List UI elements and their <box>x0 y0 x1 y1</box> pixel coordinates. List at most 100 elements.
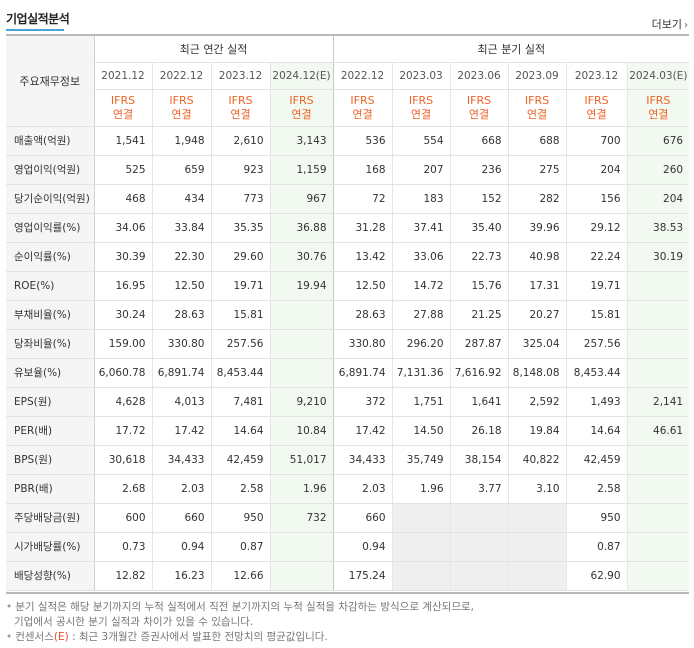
consolidated-label[interactable]: 연결 <box>112 107 134 121</box>
table-cell: 30.76 <box>269 242 334 272</box>
ifrs-label[interactable]: IFRS <box>584 93 609 107</box>
more-label[interactable]: 더보기 <box>651 18 682 31</box>
table-cell <box>507 561 567 591</box>
consolidated-label[interactable]: 연결 <box>526 107 548 121</box>
note-line-2: 기업에서 공시한 분기 실적과 차이가 있을 수 있습니다. <box>14 616 254 628</box>
table-cell: 19.84 <box>507 416 567 446</box>
table-cell: 38,154 <box>449 445 509 475</box>
consolidated-label[interactable]: 연결 <box>410 107 432 121</box>
ifrs-label[interactable]: IFRS <box>408 93 434 107</box>
ifrs-basis-link[interactable]: IFRS 연결 <box>626 89 690 127</box>
ifrs-basis-link[interactable]: IFRS 연결 <box>210 89 270 127</box>
table-cell: 22.73 <box>449 242 509 272</box>
table-row: 주당배당금(원) 600 660 950 732 660 950 <box>6 502 690 533</box>
ifrs-label[interactable]: IFRS <box>466 93 492 107</box>
more-link[interactable]: 더보기 › <box>652 16 688 32</box>
section-header: 기업실적분석 더보기 › <box>6 8 692 31</box>
table-cell <box>391 502 451 533</box>
table-cell: 10.84 <box>269 416 334 446</box>
table-cell: 950 <box>565 502 628 533</box>
row-label: EPS(원) <box>6 386 95 417</box>
ifrs-label[interactable]: IFRS <box>646 93 671 107</box>
consolidated-label[interactable]: 연결 <box>291 107 312 121</box>
table-row: PER(배) 17.72 17.42 14.64 10.84 17.42 14.50 26.1… <box>6 416 690 446</box>
row-label: PER(배) <box>6 416 95 446</box>
ifrs-label[interactable]: IFRS <box>350 93 375 107</box>
consolidated-label[interactable]: 연결 <box>468 107 490 121</box>
table-cell <box>269 358 334 388</box>
row-label: 당기순이익(억원) <box>6 184 95 214</box>
table-cell: 2.03 <box>151 474 211 504</box>
table-cell: 330.80 <box>333 329 393 359</box>
table-cell: 2.68 <box>94 474 152 504</box>
table-cell: 14.64 <box>565 416 628 446</box>
ifrs-basis-link[interactable]: IFRS 연결 <box>507 89 567 127</box>
table-row: PBR(배) 2.68 2.03 2.58 1.96 2.03 1.96 3.77 3.10 2.… <box>6 474 690 504</box>
table-cell: 29.60 <box>210 242 270 272</box>
table-cell: 0.73 <box>94 532 152 562</box>
table-cell: 28.63 <box>151 300 211 330</box>
table-cell: 17.42 <box>333 416 393 446</box>
table-row: EPS(원) 4,628 4,013 7,481 9,210 372 1,751 1,641 2… <box>6 386 690 417</box>
table-cell: 34.06 <box>94 212 152 243</box>
table-row: 유보율(%) 6,060.78 6,891.74 8,453.44 6,891.74 7,… <box>6 358 690 388</box>
ifrs-basis-link[interactable]: IFRS 연결 <box>565 89 628 127</box>
table-cell: 15.81 <box>565 300 628 330</box>
consolidated-label[interactable]: 연결 <box>586 107 607 121</box>
consensus-label: 컨센서스 <box>15 631 54 643</box>
table-cell: 152 <box>449 184 509 214</box>
ifrs-basis-link[interactable]: IFRS 연결 <box>333 89 393 127</box>
table-cell <box>269 561 334 591</box>
table-cell: 207 <box>391 155 451 185</box>
notes: • 분기 실적은 해당 분기까지의 누적 실적에서 직전 분기까지의 누적 실적을… <box>6 600 689 645</box>
ifrs-label[interactable]: IFRS <box>169 93 194 107</box>
table-row: 시가배당률(%) 0.73 0.94 0.87 0.94 0.87 <box>6 532 690 562</box>
ifrs-label[interactable]: IFRS <box>524 93 550 107</box>
table-cell <box>449 502 509 533</box>
table-cell: 42,459 <box>210 445 270 475</box>
consolidated-label[interactable]: 연결 <box>171 107 192 121</box>
ifrs-basis-link[interactable]: IFRS 연결 <box>269 89 334 127</box>
table-cell: 1,159 <box>269 155 334 185</box>
table-cell: 72 <box>333 184 393 214</box>
table-cell: 16.23 <box>151 561 211 591</box>
table-cell <box>391 532 451 562</box>
group-header-quarter: 최근 분기 실적 <box>333 34 690 63</box>
table-cell <box>626 329 690 359</box>
period-header: 2023.06 <box>449 62 509 90</box>
table-row: 당좌비율(%) 159.00 330.80 257.56 330.80 296.20 287… <box>6 329 690 359</box>
table-cell: 1,751 <box>391 386 451 417</box>
table-cell: 17.72 <box>94 416 152 446</box>
table-cell: 660 <box>151 502 211 533</box>
ifrs-basis-link[interactable]: IFRS 연결 <box>391 89 451 127</box>
ifrs-basis-link[interactable]: IFRS 연결 <box>94 89 152 127</box>
table-cell: 29.12 <box>565 212 628 243</box>
table-cell: 3,143 <box>269 125 334 156</box>
table-cell: 35.40 <box>449 212 509 243</box>
ifrs-label[interactable]: IFRS <box>289 93 314 107</box>
table-cell: 688 <box>507 125 567 156</box>
table-cell: 62.90 <box>565 561 628 591</box>
table-cell: 13.42 <box>333 242 393 272</box>
table-cell: 2,610 <box>210 125 270 156</box>
ifrs-label[interactable]: IFRS <box>110 93 136 107</box>
period-header: 2022.12 <box>333 62 393 90</box>
table-cell: 28.63 <box>333 300 393 330</box>
table-cell: 0.87 <box>565 532 628 562</box>
table-cell <box>626 445 690 475</box>
table-cell: 4,628 <box>94 386 152 417</box>
table-cell: 554 <box>391 125 451 156</box>
consolidated-label[interactable]: 연결 <box>648 107 669 121</box>
table-cell: 3.10 <box>507 474 567 504</box>
table-cell: 34,433 <box>333 445 393 475</box>
table-cell: 12.50 <box>151 271 211 301</box>
consolidated-label[interactable]: 연결 <box>352 107 373 121</box>
ifrs-basis-link[interactable]: IFRS 연결 <box>449 89 509 127</box>
table-cell: 260 <box>626 155 690 185</box>
table-cell: 257.56 <box>565 329 628 359</box>
table-cell: 39.96 <box>507 212 567 243</box>
row-label: ROE(%) <box>6 271 95 301</box>
consolidated-label[interactable]: 연결 <box>230 107 251 121</box>
ifrs-basis-link[interactable]: IFRS 연결 <box>151 89 211 127</box>
ifrs-label[interactable]: IFRS <box>228 93 253 107</box>
